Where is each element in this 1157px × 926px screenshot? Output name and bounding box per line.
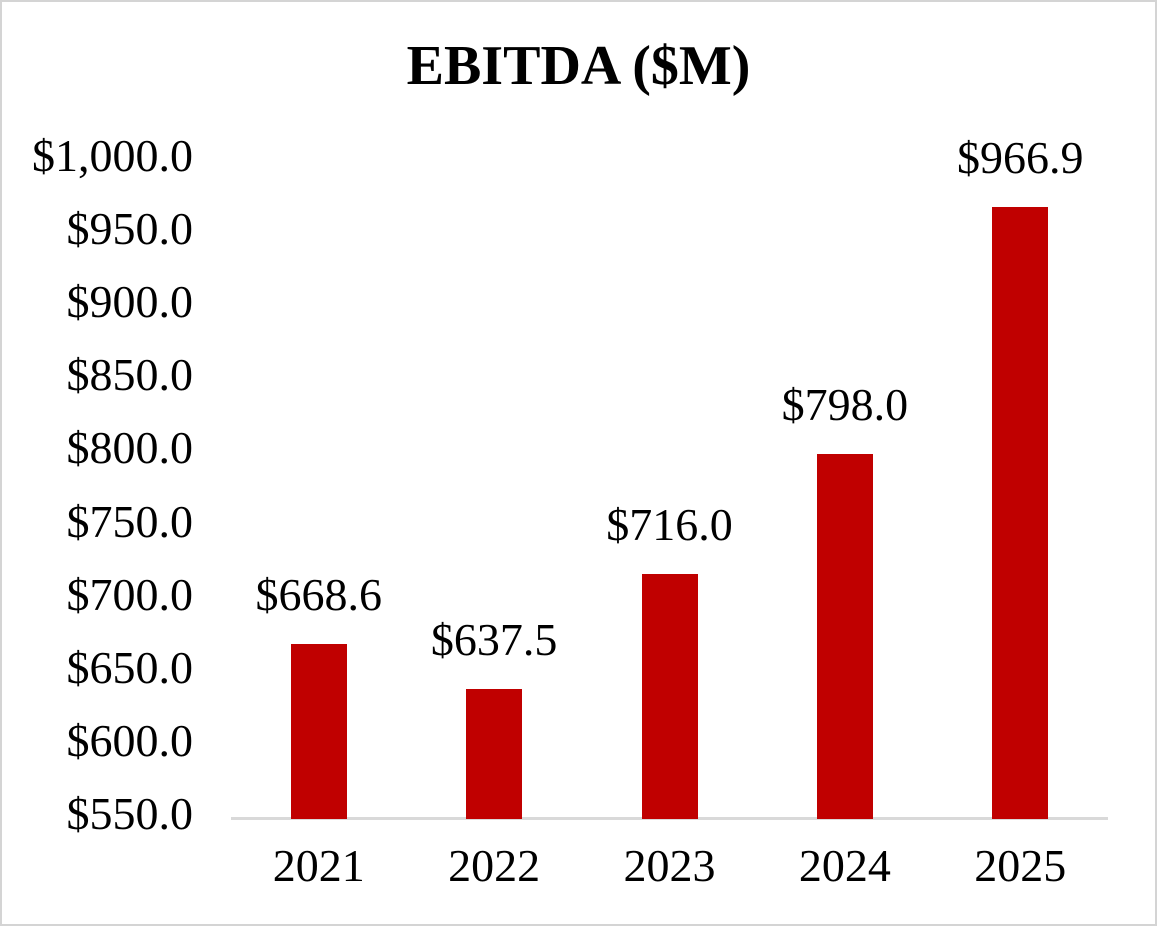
- bar-value-label: $668.6: [255, 568, 382, 620]
- chart-title: EBITDA ($M): [406, 35, 751, 97]
- bar-value-label: $966.9: [957, 132, 1084, 184]
- y-tick-label: $650.0: [66, 641, 194, 693]
- bar-2025: [992, 207, 1049, 819]
- y-tick-label: $600.0: [66, 714, 194, 766]
- bar-value-label: $637.5: [430, 614, 558, 666]
- y-tick-label: $700.0: [66, 568, 194, 620]
- bar-value-label: $798.0: [781, 379, 909, 431]
- x-category-label: 2021: [272, 840, 365, 891]
- y-tick-label: $850.0: [66, 349, 194, 401]
- bar-2023: [641, 574, 698, 819]
- y-tick-label: $950.0: [66, 203, 194, 255]
- y-tick-label: $550.0: [66, 788, 194, 839]
- y-tick-label: $1,000.0: [32, 130, 193, 181]
- y-tick-label: $800.0: [66, 422, 194, 474]
- y-tick-label: $750.0: [66, 495, 194, 547]
- bar-2024: [816, 454, 873, 819]
- x-category-label: 2024: [798, 840, 891, 891]
- x-category-label: 2022: [448, 840, 541, 891]
- bar-2021: [290, 643, 347, 819]
- x-category-label: 2023: [623, 840, 716, 891]
- bar-value-label: $716.0: [606, 499, 733, 551]
- y-tick-label: $900.0: [66, 276, 194, 328]
- x-category-label: 2025: [974, 840, 1067, 891]
- bar-2022: [466, 689, 523, 819]
